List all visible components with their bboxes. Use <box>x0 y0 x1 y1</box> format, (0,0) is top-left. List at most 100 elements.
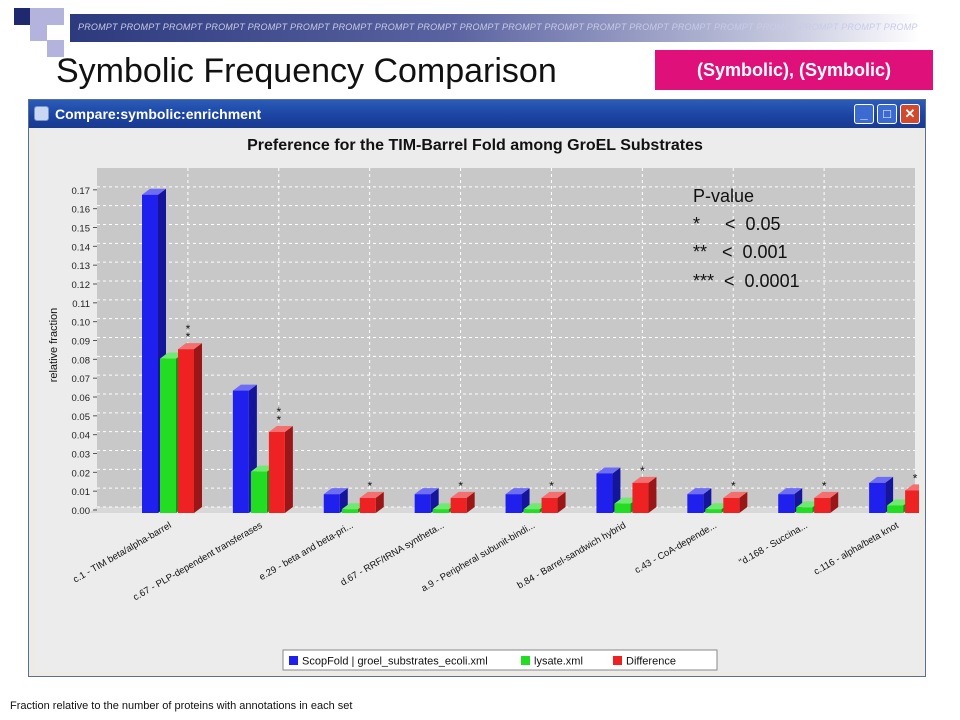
bar <box>142 194 158 513</box>
y-tick-label: 0.10 <box>72 318 91 329</box>
pvalue-annotation: P-value * < 0.05 ** < 0.001 *** < 0.0001 <box>693 186 800 291</box>
legend-label: ScopFold | groel_substrates_ecoli.xml <box>302 656 488 668</box>
decor-square-lavender-4 <box>47 40 64 57</box>
y-tick-label: 0.06 <box>72 393 91 404</box>
bar-side <box>648 476 657 513</box>
bar <box>232 390 249 513</box>
footnote: Fraction relative to the number of prote… <box>10 700 353 712</box>
y-tick-label: 0.14 <box>72 242 91 253</box>
significance-label: * <box>458 479 463 493</box>
close-icon[interactable]: ✕ <box>900 104 920 124</box>
compare-window: Compare:symbolic:enrichment _ □ ✕ Prefer… <box>28 99 926 677</box>
bar-top <box>687 488 712 495</box>
maximize-icon[interactable]: □ <box>877 104 897 124</box>
y-axis-label: relative fraction <box>48 308 60 383</box>
bar-top <box>323 488 348 495</box>
x-tick-label: c.1 - TIM beta/alpha-barrel <box>71 520 173 585</box>
window-titlebar[interactable]: Compare:symbolic:enrichment _ □ ✕ <box>29 100 925 128</box>
bar-chart: Preference for the TIM-Barrel Fold among… <box>48 137 919 671</box>
bar-side <box>466 491 475 513</box>
bar-side <box>194 343 202 513</box>
bar <box>596 473 613 513</box>
bar <box>723 497 740 513</box>
legend-box <box>282 649 718 671</box>
pvalue-heading: P-value <box>693 186 754 206</box>
bar <box>778 494 795 513</box>
chart-title: Preference for the TIM-Barrel Fold among… <box>247 137 703 154</box>
y-tick-label: 0.17 <box>72 186 91 197</box>
chart-legend: ScopFold | groel_substrates_ecoli.xml lys… <box>282 649 718 671</box>
pvalue-line-3: *** < 0.0001 <box>693 271 800 291</box>
bar <box>268 432 285 513</box>
decor-square-lavender-1 <box>30 8 47 25</box>
bar <box>450 497 467 513</box>
bar <box>341 509 358 513</box>
bar <box>796 507 813 513</box>
bar <box>414 494 431 513</box>
legend-label: lysate.xml <box>534 656 583 668</box>
decor-square-lavender-3 <box>30 24 47 41</box>
header-band <box>70 14 920 42</box>
window-title: Compare:symbolic:enrichment <box>55 106 262 122</box>
bar <box>432 509 449 513</box>
legend-swatch <box>521 656 530 665</box>
bar-top <box>178 343 202 350</box>
header-band-text: PROMPT PROMPT PROMPT PROMPT PROMPT PROMP… <box>78 22 918 32</box>
y-tick-label: 0.02 <box>72 468 91 479</box>
bar <box>887 505 904 513</box>
y-tick-label: 0.13 <box>72 261 91 272</box>
bar-top <box>268 426 293 433</box>
y-tick-label: 0.07 <box>72 374 91 385</box>
bar <box>541 497 558 513</box>
y-tick-label: 0.11 <box>72 299 90 310</box>
bar <box>614 503 631 513</box>
bar-top <box>414 488 439 495</box>
bar <box>250 471 267 513</box>
decor-square-navy-1 <box>14 8 31 25</box>
pvalue-line-1: * < 0.05 <box>693 214 781 234</box>
legend-swatch <box>289 656 298 665</box>
chart-panel: Preference for the TIM-Barrel Fold among… <box>35 130 919 672</box>
bar <box>632 482 649 513</box>
bar-top <box>450 491 475 498</box>
bar <box>687 494 704 513</box>
bar <box>705 509 722 513</box>
x-tick-label: c.116 - alpha/beta knot <box>812 520 901 578</box>
minimize-icon[interactable]: _ <box>854 104 874 124</box>
significance-label: * <box>731 479 736 493</box>
y-tick-label: 0.15 <box>72 224 91 235</box>
y-tick-label: 0.16 <box>72 205 91 216</box>
y-tick-label: 0.03 <box>72 450 91 461</box>
bar-top <box>596 467 621 474</box>
symbolic-tag: (Symbolic), (Symbolic) <box>655 50 933 90</box>
bar-top <box>778 488 803 495</box>
y-tick-label: 0.04 <box>72 431 91 442</box>
bar-side <box>830 491 839 513</box>
bar-top <box>232 384 257 391</box>
bar <box>178 349 194 513</box>
significance-label: * <box>549 479 554 493</box>
significance-label: * <box>277 413 282 427</box>
significance-label: * <box>186 330 191 344</box>
pvalue-line-2: ** < 0.001 <box>693 242 788 262</box>
x-tick-label: e.29 - beta and beta-pri... <box>257 520 355 583</box>
bar-top <box>723 491 748 498</box>
significance-label: * <box>186 322 191 336</box>
significance-label: * <box>277 405 282 419</box>
y-tick-label: 0.05 <box>72 412 91 423</box>
bar-top <box>541 491 566 498</box>
bar-top <box>142 188 166 195</box>
significance-label: * <box>913 471 918 485</box>
bar <box>523 509 540 513</box>
app-icon <box>34 106 49 121</box>
bar <box>160 358 176 513</box>
x-tick-label: c.43 - CoA-depende... <box>633 520 719 576</box>
bar-top <box>359 491 384 498</box>
bar-top <box>905 484 919 491</box>
bar-side <box>375 491 384 513</box>
bar <box>505 494 522 513</box>
x-tick-label: "d.168 - Succina... <box>737 520 809 568</box>
bar-top <box>505 488 530 495</box>
slide-title: Symbolic Frequency Comparison <box>56 52 557 90</box>
y-tick-label: 0.12 <box>72 280 91 291</box>
